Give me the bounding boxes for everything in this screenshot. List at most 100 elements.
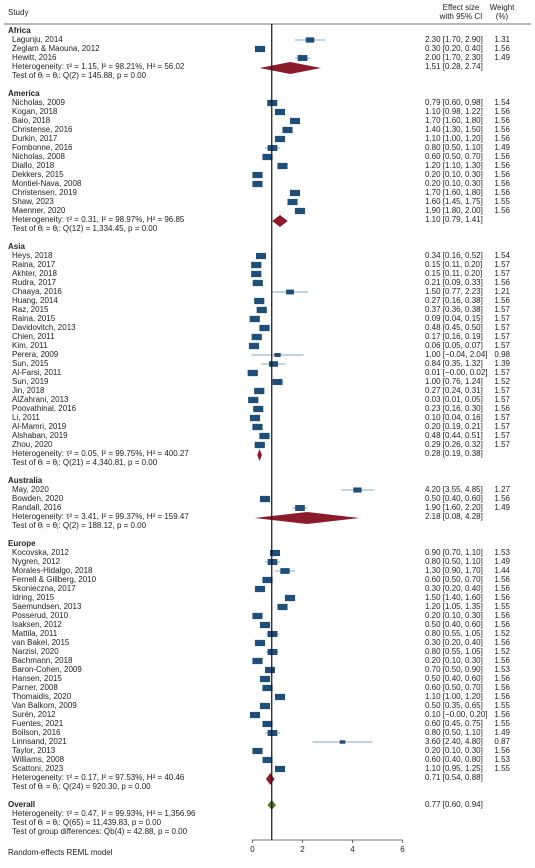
study-marker: [297, 55, 308, 61]
study-marker: [268, 361, 279, 367]
group-name: America: [8, 89, 40, 98]
group-name: Europe: [8, 539, 36, 548]
study-marker: [259, 432, 270, 440]
weight-label: 1.53: [494, 665, 510, 674]
effect-label: 0.10 [−0.00, 0.20]: [425, 710, 488, 719]
weight-label: 1.56: [494, 638, 510, 647]
weight-label: 1.56: [494, 179, 510, 188]
study-name: Al-Mamri, 2019: [12, 422, 67, 431]
effect-label: 1.00 [0.76, 1.24]: [425, 377, 483, 386]
x-tick-label: 4: [350, 845, 355, 854]
weight-label: 1.53: [494, 548, 510, 557]
weight-label: 1.56: [494, 575, 510, 584]
study-marker: [249, 711, 261, 719]
effect-label: 0.20 [0.10, 0.30]: [425, 746, 483, 755]
study-name: Kogan, 2018: [12, 107, 58, 116]
weight-label: 1.56: [494, 161, 510, 170]
effect-label: 1.40 [1.30, 1.50]: [425, 125, 483, 134]
summary-diamond: [272, 215, 288, 227]
summary-diamond: [259, 62, 321, 74]
study-name: Chien, 2011: [12, 332, 55, 341]
effect-label: 0.10 [0.04, 0.16]: [425, 413, 483, 422]
study-name: Posserud, 2010: [12, 611, 69, 620]
study-name: Skonieczna, 2017: [12, 584, 76, 593]
group-test: Test of θᵢ = θⱼ: Q(12) = 1,334.45, p = 0…: [12, 224, 158, 233]
study-name: Li, 2011: [12, 413, 40, 422]
study-name: Christensen, 2019: [12, 188, 77, 197]
weight-label: 1.52: [494, 647, 510, 656]
effect-label: 1.70 [1.60, 1.80]: [425, 188, 483, 197]
weight-label: 1.56: [494, 710, 510, 719]
study-header: Study: [8, 8, 28, 17]
weight-label: 1.49: [494, 557, 510, 566]
effect-label: 0.50 [0.40, 0.60]: [425, 494, 483, 503]
study-name: Akhter, 2018: [12, 269, 57, 278]
study-marker: [267, 559, 278, 565]
study-name: Morales-Hidalgo, 2018: [12, 566, 93, 575]
study-name: Rudra, 2017: [12, 278, 57, 287]
study-marker: [253, 405, 264, 413]
weight-label: 1.57: [494, 332, 510, 341]
study-name: Raina, 2015: [12, 314, 56, 323]
study-marker: [274, 135, 286, 143]
study-marker: [267, 630, 278, 638]
study-name: Kocovska, 2012: [12, 548, 69, 557]
study-marker: [254, 585, 266, 593]
weight-label: 1.56: [494, 692, 510, 701]
weight-label: 1.57: [494, 314, 510, 323]
study-marker: [252, 657, 263, 665]
weight-label: 1.39: [494, 359, 510, 368]
effect-label: 0.17 [0.16, 0.19]: [425, 332, 483, 341]
study-marker: [248, 396, 259, 404]
study-marker: [262, 576, 273, 584]
effect-label: 0.48 [0.44, 0.51]: [425, 431, 483, 440]
effect-label: 0.37 [0.36, 0.38]: [425, 305, 483, 314]
study-name: Bachmann, 2018: [12, 656, 73, 665]
effect-label: 0.06 [0.05, 0.07]: [425, 341, 483, 350]
study-name: Davidovitch, 2013: [12, 323, 76, 332]
effect-label: 1.10 [0.95, 1.25]: [425, 764, 483, 773]
effect-label: 1.60 [1.45, 1.75]: [425, 197, 483, 206]
x-tick-label: 2: [300, 845, 305, 854]
effect-label: 0.20 [0.19, 0.21]: [425, 422, 483, 431]
summary-label: 0.77 [0.60, 0.94]: [425, 800, 483, 809]
weight-label: 1.56: [494, 170, 510, 179]
study-marker: [262, 720, 273, 728]
weight-label: 1.56: [494, 494, 510, 503]
heterogeneity: Heterogeneity: τ² = 0.31, I² = 98.97%, H…: [12, 215, 185, 224]
study-name: Van Balkom, 2009: [12, 701, 77, 710]
weight-label: 1.57: [494, 269, 510, 278]
effect-label: 0.50 [0.40, 0.60]: [425, 674, 483, 683]
study-marker: [267, 145, 278, 151]
study-name: Perera, 2009: [12, 350, 59, 359]
study-marker: [252, 612, 263, 620]
study-name: Narzisi, 2020: [12, 647, 59, 656]
study-name: Raina, 2017: [12, 260, 56, 269]
effect-label: 0.60 [0.45, 0.75]: [425, 719, 483, 728]
study-name: Zeglam & Maouna, 2012: [12, 44, 100, 53]
weight-label: 1.57: [494, 260, 510, 269]
study-name: Chaaya, 2016: [12, 287, 62, 296]
study-name: Raz, 2015: [12, 305, 49, 314]
study-marker: [249, 315, 260, 323]
effect-label: 1.90 [1.60, 2.20]: [425, 503, 483, 512]
group-name: Africa: [8, 26, 31, 35]
effect-label: 0.23 [0.16, 0.30]: [425, 404, 483, 413]
effect-label: 0.29 [0.26, 0.32]: [425, 440, 483, 449]
weight-label: 1.57: [494, 305, 510, 314]
effect-label: 0.30 [0.20, 0.40]: [425, 638, 483, 647]
weight-label: 1.56: [494, 206, 510, 215]
weight-label: 1.56: [494, 674, 510, 683]
study-name: Bowden, 2020: [12, 494, 64, 503]
study-marker: [254, 45, 266, 53]
study-marker: [289, 117, 301, 125]
weight-label: 1.56: [494, 125, 510, 134]
study-marker: [256, 306, 267, 314]
weight-label: 1.49: [494, 143, 510, 152]
weight-label: 1.55: [494, 719, 510, 728]
study-name: Baron-Cohen, 2009: [12, 665, 82, 674]
effect-label: 1.50 [0.77, 2.23]: [425, 287, 483, 296]
effect-label: 3.60 [2.40, 4.80]: [425, 737, 483, 746]
weight-label: 1.31: [494, 35, 510, 44]
